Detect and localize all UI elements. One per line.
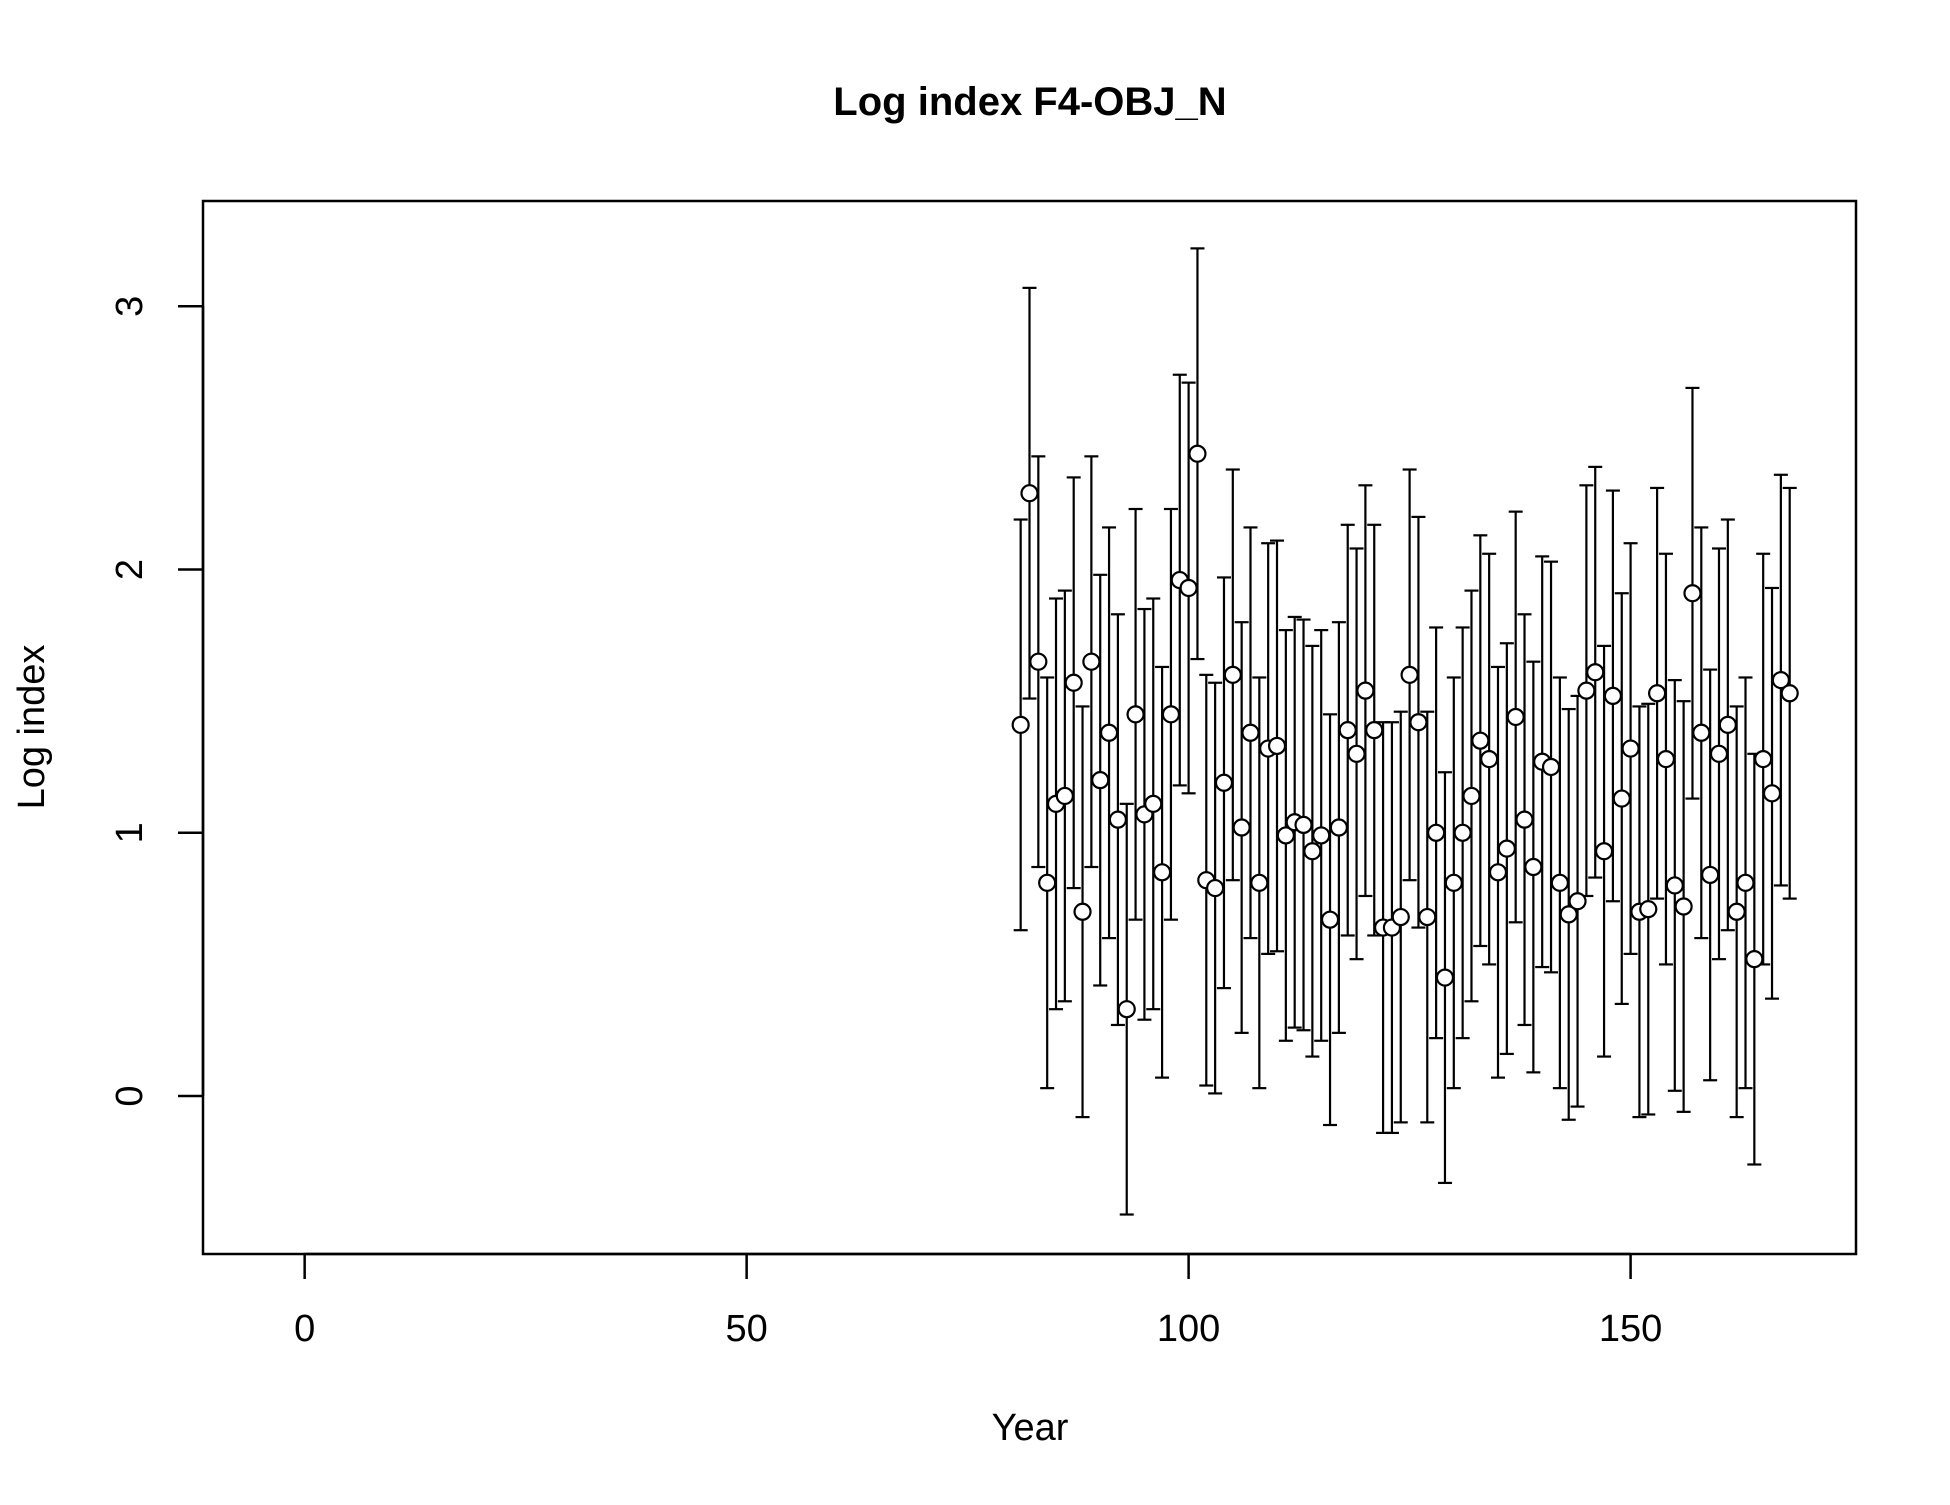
data-point <box>1391 907 1410 927</box>
data-point <box>1692 723 1711 742</box>
data-point <box>1603 686 1623 706</box>
data-point <box>1559 905 1578 924</box>
data-point <box>1144 794 1163 813</box>
data-point <box>1577 681 1596 700</box>
data-point <box>1099 723 1119 742</box>
data-point <box>1462 786 1481 806</box>
data-point <box>1656 749 1676 769</box>
data-point <box>1550 873 1569 892</box>
data-point <box>1471 731 1490 750</box>
data-point <box>1418 907 1437 927</box>
data-point <box>1029 652 1048 671</box>
y-tick-label: 1 <box>109 822 151 843</box>
data-point <box>1117 1000 1136 1019</box>
data-point <box>1276 826 1295 845</box>
data-point <box>1294 815 1313 835</box>
data-point <box>1453 823 1472 842</box>
data-point <box>1568 892 1587 911</box>
data-point <box>1480 749 1499 769</box>
x-tick-label: 100 <box>1157 1308 1220 1350</box>
x-tick-label: 50 <box>725 1308 767 1350</box>
data-point <box>1320 910 1340 929</box>
data-point <box>1771 671 1790 690</box>
data-point <box>1754 749 1773 769</box>
y-tick-label: 0 <box>109 1085 151 1106</box>
data-point <box>1736 873 1755 892</box>
y-axis: 0 1 2 3 <box>109 296 205 1107</box>
data-point <box>1515 810 1534 829</box>
data-point <box>1020 484 1039 503</box>
data-point <box>1188 444 1207 463</box>
data-point <box>1179 578 1198 598</box>
data-point <box>1435 968 1455 987</box>
data-point <box>1427 823 1446 842</box>
data-point <box>1745 950 1764 969</box>
x-tick-label: 0 <box>294 1308 315 1350</box>
y-axis-label: Log index <box>11 645 53 810</box>
x-axis: 0 50 100 150 <box>294 1252 1662 1350</box>
data-point <box>1674 897 1693 916</box>
x-tick-label: 150 <box>1599 1308 1662 1350</box>
data-point <box>1718 715 1737 734</box>
data-point <box>1639 900 1658 919</box>
plot-marks <box>1011 247 1799 1216</box>
data-point <box>1612 789 1631 808</box>
data-point <box>1241 723 1260 742</box>
data-point <box>1091 771 1110 790</box>
data-point <box>1409 713 1428 732</box>
data-point <box>1232 818 1251 837</box>
y-tick-label: 2 <box>109 559 151 580</box>
data-point <box>1701 865 1720 885</box>
data-point <box>1073 902 1092 921</box>
data-point <box>1488 863 1508 882</box>
data-point <box>1594 842 1614 861</box>
data-point <box>1347 744 1366 763</box>
data-point <box>1524 857 1543 877</box>
data-point <box>1506 707 1525 727</box>
data-point <box>1161 705 1181 724</box>
data-point <box>1152 863 1172 882</box>
x-axis-label: Year <box>992 1407 1069 1449</box>
y-tick-label: 3 <box>109 296 151 317</box>
data-point <box>1011 715 1030 734</box>
data-point <box>1665 876 1684 895</box>
data-point <box>1444 873 1463 892</box>
data-point <box>1780 684 1799 703</box>
data-point <box>1082 652 1101 671</box>
data-point <box>1303 842 1322 861</box>
data-point <box>1206 878 1225 898</box>
data-point <box>1709 744 1729 763</box>
data-point <box>1267 736 1287 756</box>
data-point <box>1214 773 1234 792</box>
data-point <box>1250 873 1269 892</box>
data-point <box>1727 902 1746 921</box>
data-point <box>1038 873 1057 892</box>
data-point <box>1365 721 1384 740</box>
data-point <box>1400 665 1419 684</box>
data-point <box>1338 721 1357 740</box>
data-point <box>1108 810 1127 829</box>
data-point <box>1762 784 1782 803</box>
data-point <box>1356 681 1375 700</box>
chart-title: Log index F4-OBJ_N <box>833 80 1226 124</box>
data-point <box>1683 584 1702 603</box>
data-point <box>1541 757 1561 777</box>
data-point <box>1497 839 1516 858</box>
data-point <box>1312 826 1331 845</box>
data-point <box>1329 818 1348 837</box>
data-point <box>1648 684 1667 703</box>
data-point <box>1621 739 1640 758</box>
data-point <box>1126 705 1145 724</box>
data-point <box>1586 663 1605 682</box>
data-point <box>1223 665 1242 684</box>
data-point <box>1055 786 1074 806</box>
data-point <box>1064 673 1083 692</box>
